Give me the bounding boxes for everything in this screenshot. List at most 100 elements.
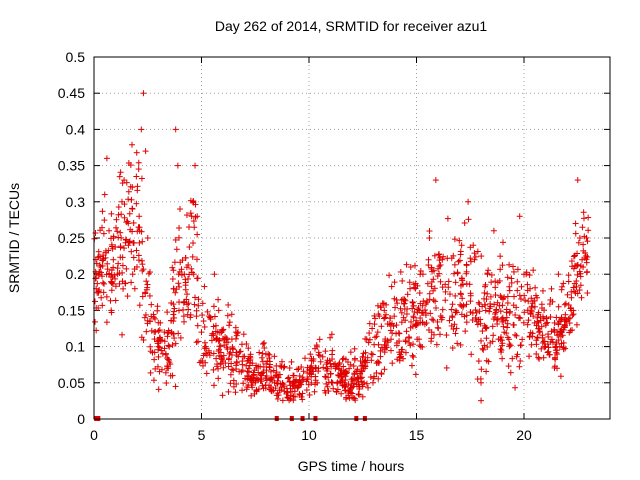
- data-point: [322, 348, 329, 355]
- data-point: [474, 248, 481, 255]
- data-point: [377, 347, 384, 354]
- data-point: [378, 344, 385, 351]
- data-point: [401, 300, 408, 307]
- data-point: [214, 335, 221, 342]
- data-point: [99, 208, 106, 215]
- data-point: [449, 301, 456, 308]
- data-point: [266, 355, 273, 362]
- y-tick-label: 0.4: [66, 121, 86, 137]
- data-point: [348, 376, 355, 383]
- data-point: [205, 347, 212, 354]
- data-point: [436, 270, 443, 277]
- data-point: [445, 284, 452, 291]
- data-point: [225, 301, 232, 308]
- data-point: [508, 275, 515, 282]
- data-point: [140, 336, 147, 343]
- data-point: [482, 324, 489, 331]
- data-point: [182, 286, 189, 293]
- data-point: [480, 346, 487, 353]
- data-point: [139, 293, 146, 300]
- data-point: [433, 341, 440, 348]
- data-point: [478, 253, 485, 260]
- data-point: [342, 387, 349, 394]
- data-point: [378, 323, 385, 330]
- data-point: [555, 271, 562, 278]
- data-point: [402, 338, 409, 345]
- data-point: [561, 321, 568, 328]
- data-point: [426, 235, 433, 241]
- data-point: [407, 285, 414, 292]
- data-point: [97, 263, 104, 270]
- data-point: [417, 267, 424, 274]
- data-point: [457, 341, 464, 348]
- data-point: [545, 333, 552, 340]
- data-point: [169, 275, 176, 282]
- data-point: [470, 242, 477, 249]
- data-point: [510, 321, 517, 328]
- data-point: [177, 334, 184, 341]
- data-point: [472, 306, 479, 313]
- data-point: [463, 301, 470, 308]
- data-point: [108, 287, 115, 294]
- data-point: [446, 317, 453, 324]
- data-point: [215, 307, 222, 314]
- data-point: [506, 283, 513, 290]
- data-point: [210, 382, 217, 389]
- data-point: [229, 345, 236, 352]
- data-point: [117, 229, 124, 236]
- y-tick-label: 0.1: [66, 339, 86, 355]
- data-point: [227, 380, 234, 387]
- y-tick-label: 0.5: [66, 49, 86, 65]
- data-point: [100, 289, 107, 296]
- data-point: [200, 318, 207, 325]
- data-point: [569, 312, 576, 319]
- data-point: [383, 342, 390, 349]
- data-point: [127, 183, 134, 190]
- data-point: [151, 329, 158, 336]
- data-point: [457, 251, 464, 258]
- data-point: [125, 242, 132, 249]
- data-point: [457, 290, 464, 297]
- data-point: [248, 392, 255, 399]
- data-point: [473, 309, 480, 316]
- data-point: [204, 308, 211, 315]
- data-point: [327, 371, 334, 378]
- data-point: [556, 318, 563, 325]
- data-point: [270, 387, 277, 394]
- data-point: [457, 301, 464, 308]
- data-point: [583, 259, 590, 266]
- data-point: [578, 294, 585, 301]
- data-point: [573, 283, 580, 290]
- data-point: [350, 380, 357, 387]
- data-point: [498, 347, 505, 354]
- data-point: [504, 299, 511, 306]
- data-point: [494, 299, 501, 306]
- data-point: [412, 320, 419, 327]
- data-point: [232, 389, 239, 396]
- data-point: [175, 234, 182, 241]
- data-point: [191, 224, 198, 231]
- data-point: [536, 355, 543, 362]
- data-point: [374, 302, 381, 309]
- data-point: [424, 280, 431, 287]
- data-point: [220, 364, 227, 371]
- data-point: [483, 335, 490, 342]
- data-point: [147, 343, 154, 350]
- data-point: [308, 371, 315, 378]
- data-point: [238, 341, 245, 348]
- data-point: [103, 319, 110, 326]
- data-point: [133, 247, 140, 254]
- data-point: [230, 383, 237, 390]
- data-point: [409, 352, 416, 359]
- data-point: [325, 388, 332, 395]
- data-point: [206, 313, 213, 320]
- data-point: [121, 177, 128, 184]
- data-point: [555, 303, 562, 310]
- data-point: [430, 297, 437, 304]
- data-point: [233, 366, 240, 373]
- data-point: [188, 265, 195, 272]
- data-point: [215, 365, 222, 372]
- data-point: [471, 256, 478, 263]
- data-point: [497, 253, 504, 260]
- data-point: [501, 294, 508, 301]
